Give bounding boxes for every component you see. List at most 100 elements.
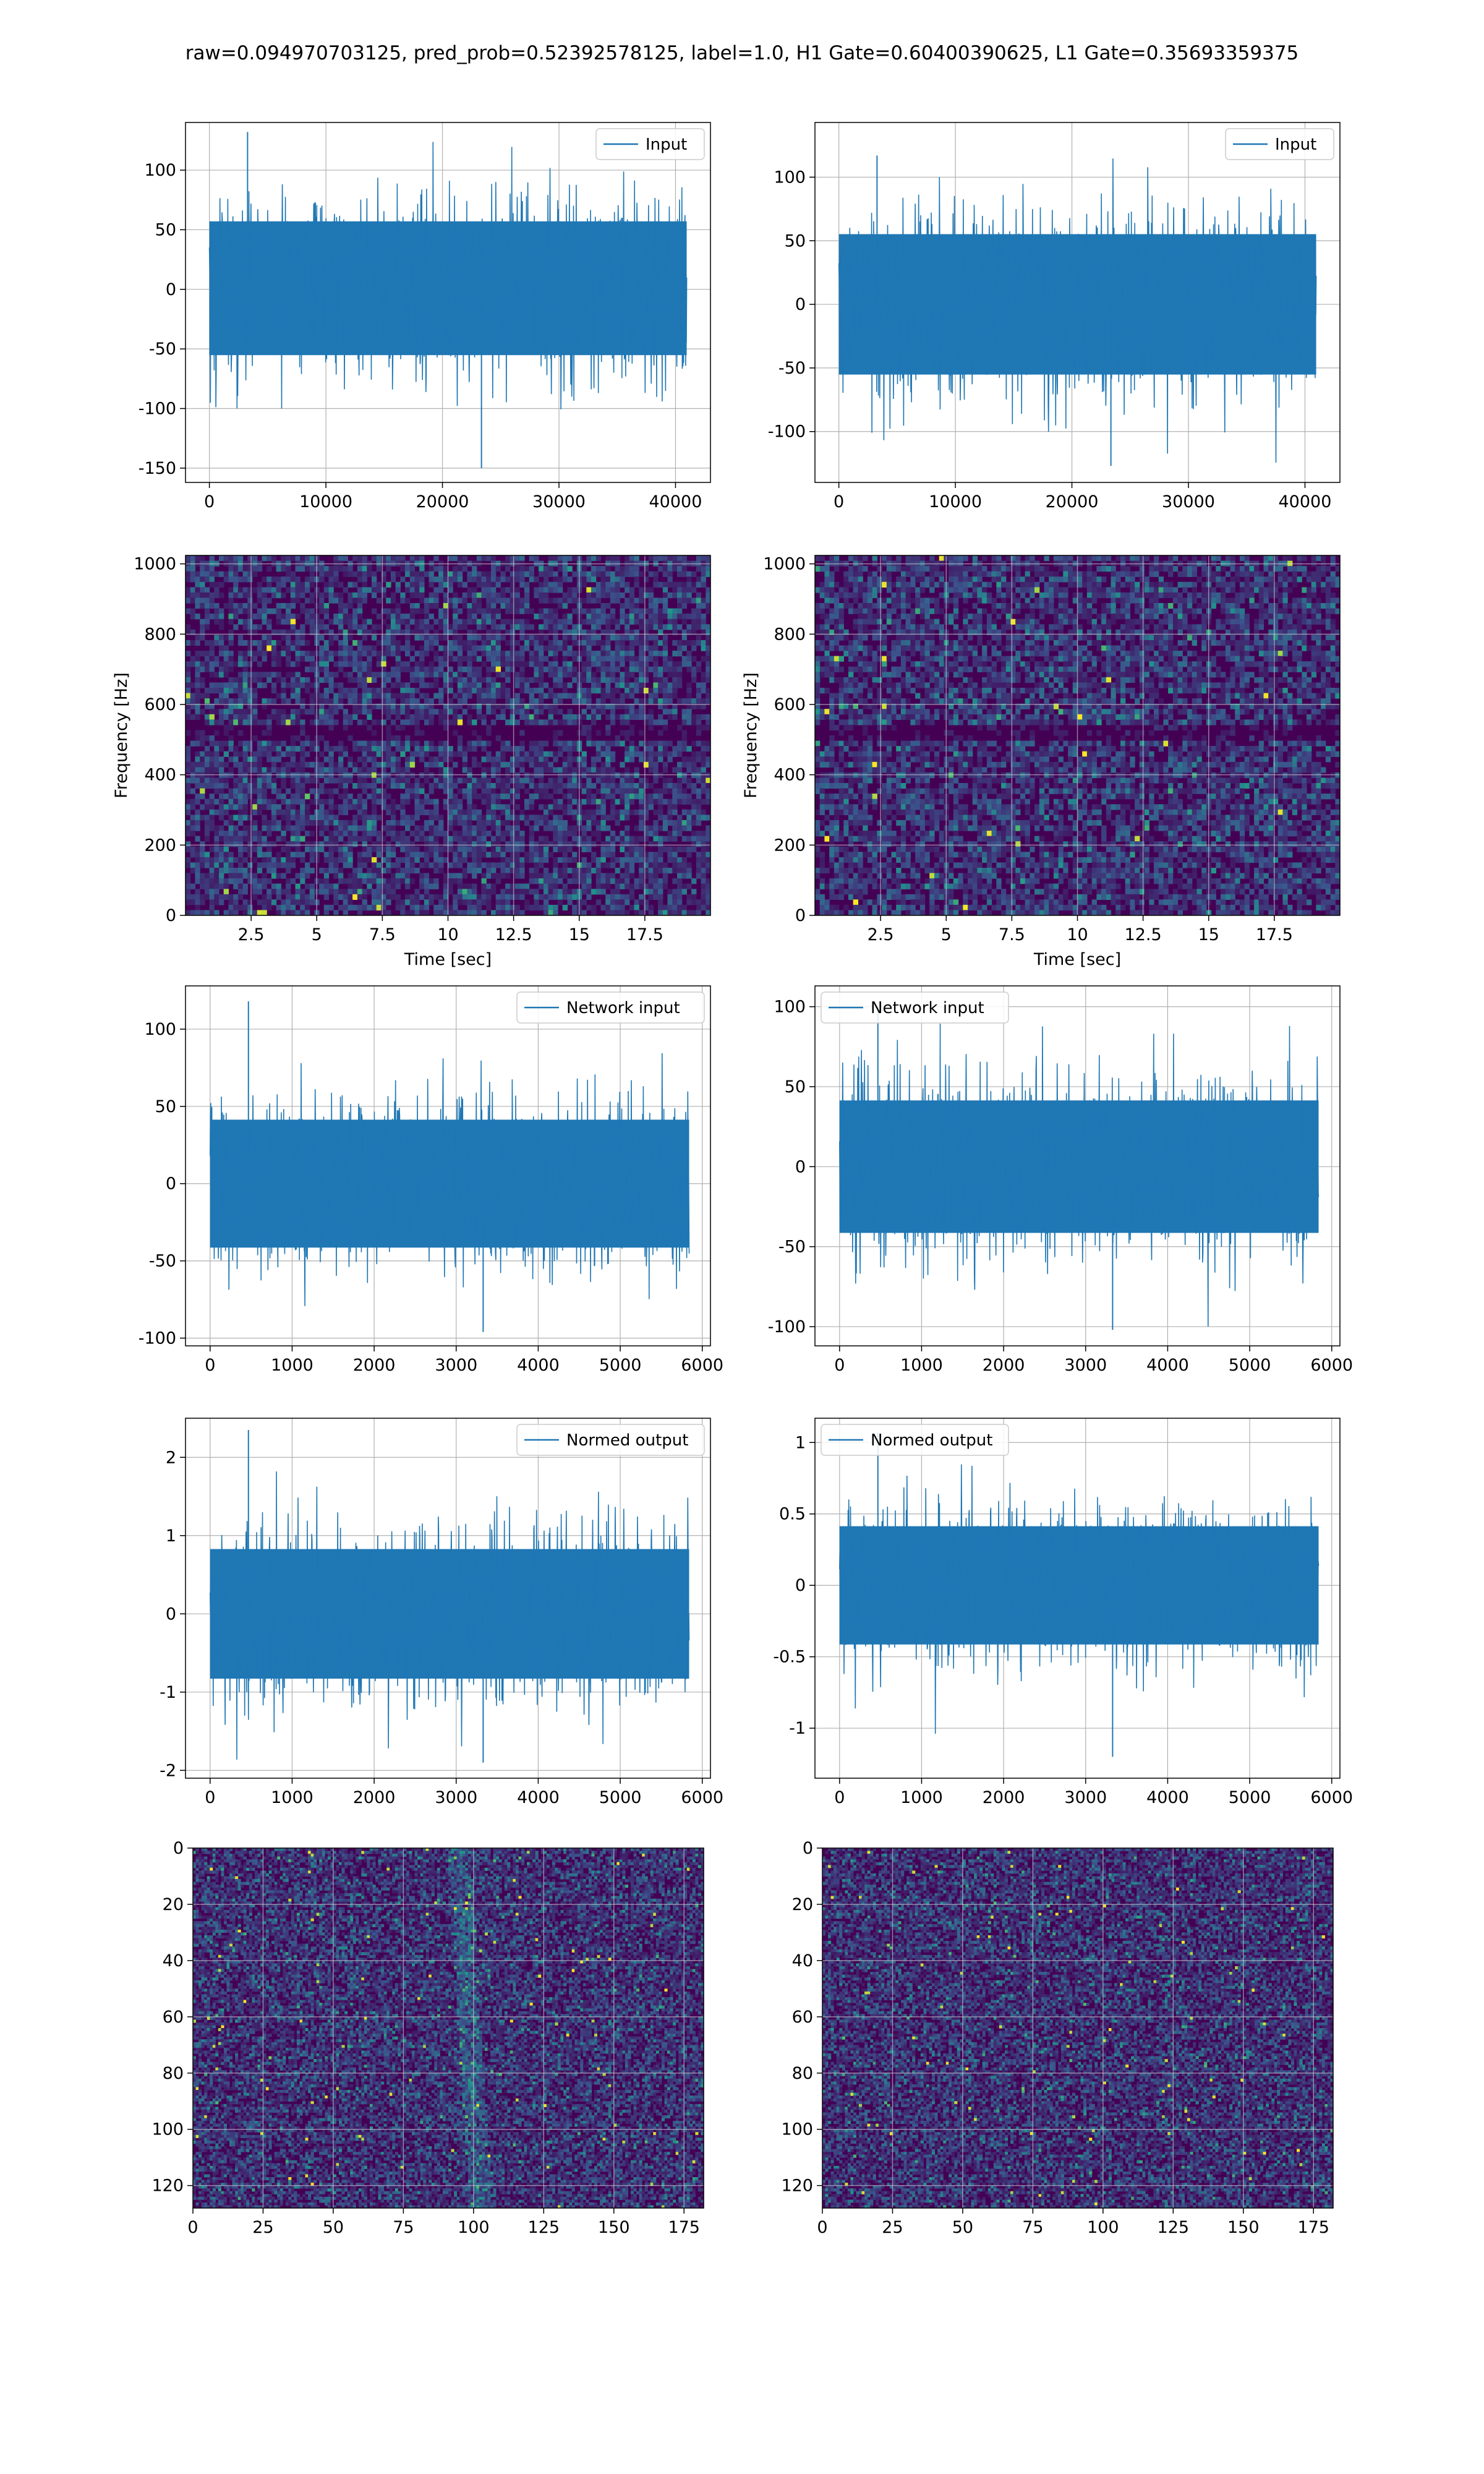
y-tick-label: -1 [160, 1683, 176, 1702]
x-tick-label: 100 [1087, 2218, 1119, 2237]
x-tick-label: 0 [205, 1788, 215, 1807]
y-tick-label: 120 [151, 2177, 184, 2196]
chart-spectrogram-h1: 2.5 5 7.5 10 12.5 15 17.5 0 200 400 600 800 1000 Time… [112, 555, 711, 969]
y-tick-label: 50 [785, 231, 806, 250]
series-line [208, 142, 688, 409]
x-tick-label: 0 [204, 492, 215, 511]
y-tick-label: -50 [778, 359, 806, 378]
x-tick-label: 17.5 [626, 925, 663, 944]
y-tick-label: 0 [166, 280, 176, 299]
y-tick-label: 800 [144, 625, 176, 644]
y-tick-label: 0 [795, 295, 806, 314]
x-tick-label: 4000 [517, 1356, 560, 1375]
chart-feature-map-h1: 0 25 50 75 100 125 150 175 0 20 40 60 80 100 120 [151, 1839, 704, 2237]
y-tick-label: 800 [774, 625, 806, 644]
y-tick-label: 0 [173, 1839, 184, 1858]
y-tick-label: 0.5 [779, 1505, 806, 1524]
legend-box [516, 1424, 705, 1456]
x-tick-label: 25 [882, 2218, 903, 2237]
y-tick-label: 50 [155, 220, 176, 239]
y-tick-label: 600 [144, 695, 176, 714]
y-tick-label: -100 [139, 400, 176, 419]
x-tick-label: 10000 [299, 492, 352, 511]
y-tick-label: 100 [781, 2120, 813, 2139]
y-tick-label: 50 [155, 1097, 176, 1116]
y-tick-label: -50 [778, 1238, 806, 1257]
x-tick-label: 0 [834, 1356, 845, 1375]
x-tick-label: 0 [817, 2218, 827, 2237]
heatmap-cells [815, 555, 1340, 915]
x-tick-label: 6000 [681, 1356, 723, 1375]
axes-frame [814, 985, 1341, 1346]
legend: Normed output [821, 1424, 1009, 1456]
y-tick-label: 1000 [134, 555, 176, 574]
x-tick-label: 40000 [1279, 492, 1332, 511]
x-axis-label: Time [sec] [1033, 950, 1121, 969]
x-tick-label: 0 [834, 492, 844, 511]
x-tick-label: 3000 [1064, 1356, 1107, 1375]
y-tick-label: -1 [789, 1719, 806, 1738]
series-line [839, 1023, 1320, 1327]
axes-frame [814, 122, 1341, 483]
x-tick-label: 3000 [1064, 1788, 1107, 1807]
x-tick-label: 0 [834, 1788, 845, 1807]
series-line [210, 1053, 690, 1306]
y-tick-label: 100 [151, 2120, 184, 2139]
x-tick-label: 1000 [271, 1788, 313, 1807]
x-tick-label: 2.5 [868, 925, 894, 944]
y-tick-label: 1 [795, 1433, 806, 1452]
chart-input-h1: Input 0 10000 20000 30000 40000 -150 -100 -50 0 50… [139, 122, 711, 511]
legend-box [516, 991, 705, 1024]
y-tick-label: 80 [792, 2064, 813, 2083]
y-tick-label: 200 [144, 836, 176, 855]
y-axis-label: Frequency [Hz] [741, 672, 761, 798]
x-tick-label: 50 [952, 2218, 973, 2237]
axes-frame [814, 1418, 1341, 1779]
y-tick-label: -0.5 [773, 1648, 806, 1667]
x-tick-label: 20000 [1046, 492, 1099, 511]
y-tick-label: 100 [144, 161, 176, 180]
chart-normed-output-l1: Normed output 0 1000 2000 3000 4000 5000 6000 -1… [773, 1418, 1353, 1807]
x-tick-label: 4000 [1146, 1788, 1189, 1807]
x-tick-label: 75 [393, 2218, 414, 2237]
x-tick-label: 6000 [1310, 1788, 1353, 1807]
y-tick-label: 0 [803, 1839, 813, 1858]
y-tick-label: 60 [792, 2008, 813, 2027]
y-tick-label: 0 [795, 906, 806, 925]
y-tick-label: 1 [166, 1526, 176, 1546]
x-tick-label: 7.5 [369, 925, 396, 944]
x-tick-label: 10000 [929, 492, 982, 511]
x-tick-label: 7.5 [999, 925, 1025, 944]
x-tick-label: 175 [668, 2218, 700, 2237]
x-tick-label: 175 [1297, 2218, 1329, 2237]
x-tick-label: 150 [1227, 2218, 1260, 2237]
x-tick-label: 20000 [416, 492, 469, 511]
y-tick-label: 20 [163, 1895, 184, 1914]
legend-label: Network input [566, 999, 680, 1017]
figure-title: raw=0.094970703125, pred_prob=0.52392578… [0, 42, 1484, 64]
heatmap-cells [193, 1848, 704, 2208]
y-tick-label: -2 [160, 1761, 176, 1780]
chart-normed-output-h1: Normed output 0 1000 2000 3000 4000 5000 6000 -2… [160, 1418, 723, 1807]
x-tick-label: 15 [569, 925, 590, 944]
legend-box [1225, 128, 1334, 160]
y-tick-label: 100 [144, 1020, 176, 1039]
x-tick-label: 2000 [353, 1788, 396, 1807]
x-tick-label: 2000 [353, 1356, 396, 1375]
x-tick-label: 10 [1067, 925, 1088, 944]
axes-frame [185, 985, 711, 1346]
y-tick-label: -50 [149, 1252, 176, 1271]
y-tick-label: 200 [774, 836, 806, 855]
chart-feature-map-l1: 0 25 50 75 100 125 150 175 0 20 40 60 80 100 120 [781, 1839, 1334, 2237]
legend: Network input [821, 991, 1009, 1024]
x-tick-label: 5000 [599, 1356, 642, 1375]
x-tick-label: 125 [528, 2218, 560, 2237]
y-tick-label: 400 [774, 766, 806, 785]
axes-frame [192, 1847, 704, 2209]
legend: Network input [516, 991, 705, 1024]
axes-frame [185, 122, 711, 483]
y-tick-label: 0 [166, 906, 176, 925]
